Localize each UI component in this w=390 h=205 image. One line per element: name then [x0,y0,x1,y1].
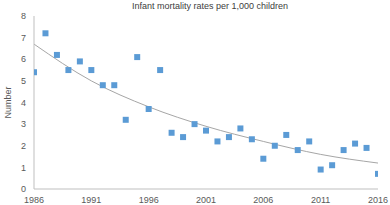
svg-text:6: 6 [21,54,26,64]
svg-text:4: 4 [21,98,26,108]
html-text:Infant mortality rates per 1,0: Infant mortality rates per 1,000 childre… [132,1,288,11]
svg-text:Number: Number [8,86,13,118]
svg-text:7: 7 [21,33,26,43]
svg-text:1986: 1986 [24,195,44,205]
svg-text:0: 0 [21,184,26,194]
svg-text:2011: 2011 [311,195,330,205]
svg-text:2006: 2006 [253,195,273,205]
svg-text:1996: 1996 [139,195,159,205]
svg-text:2: 2 [21,141,26,151]
svg-text:1991: 1991 [81,195,101,205]
svg-text:1: 1 [21,163,26,173]
svg-text:5: 5 [21,76,26,86]
svg-text:8: 8 [21,12,26,21]
svg-text:2016: 2016 [368,195,382,205]
svg-text:3: 3 [21,119,26,129]
svg-text:2001: 2001 [196,195,216,205]
